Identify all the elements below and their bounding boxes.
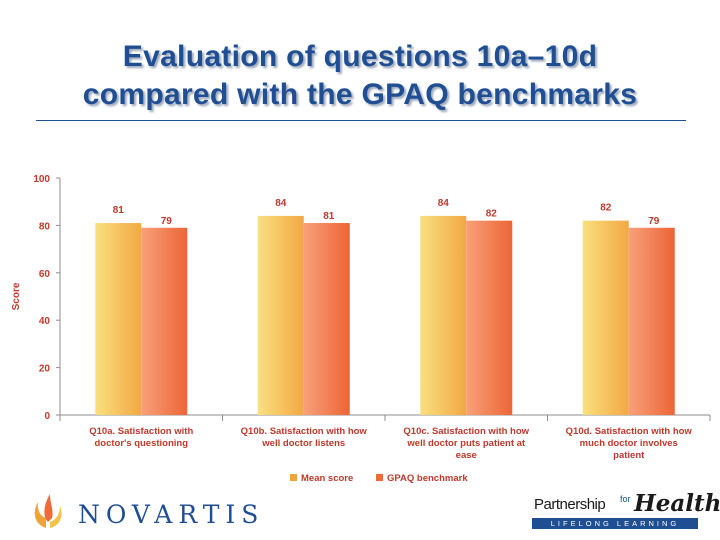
x-category-label: ease bbox=[456, 450, 477, 461]
bar-gpaq-benchmark bbox=[466, 220, 513, 415]
x-category-label: much doctor involves bbox=[580, 438, 678, 449]
data-label: 84 bbox=[438, 198, 450, 209]
data-label: 81 bbox=[113, 205, 125, 216]
legend-label: Mean score bbox=[301, 473, 353, 484]
y-tick-label: 40 bbox=[39, 316, 51, 327]
y-tick-label: 0 bbox=[44, 411, 50, 422]
x-category-label: well doctor listens bbox=[261, 438, 345, 449]
x-category-label: well doctor puts patient at bbox=[406, 438, 526, 449]
pfh-for-text: for bbox=[620, 494, 631, 504]
novartis-logo bbox=[28, 488, 268, 530]
x-category-label: Q10c. Satisfaction with how bbox=[403, 426, 529, 437]
data-label: 84 bbox=[275, 198, 287, 209]
bar-mean-score bbox=[582, 220, 629, 415]
pfh-partnership-text: Partnership bbox=[534, 496, 606, 513]
bar-mean-score bbox=[420, 215, 467, 415]
legend-swatch bbox=[290, 474, 297, 481]
title-line-1: Evaluation of questions 10a–10d bbox=[122, 40, 598, 73]
bar-gpaq-benchmark bbox=[303, 223, 350, 415]
x-category-label: Q10b. Satisfaction with how bbox=[241, 426, 368, 437]
title-line-2: compared with the GPAQ benchmarks bbox=[82, 78, 638, 111]
pfh-health-text: Health bbox=[634, 490, 720, 517]
novartis-flame-icon bbox=[34, 494, 62, 528]
partnership-for-health-logo: Partnership for Health LIFELONG LEARNING bbox=[532, 490, 720, 530]
x-category-label: patient bbox=[613, 450, 645, 461]
data-label: 82 bbox=[486, 209, 498, 220]
data-label: 79 bbox=[161, 216, 173, 227]
pfh-logo-top: Partnership for Health bbox=[532, 490, 720, 518]
data-label: 81 bbox=[323, 211, 335, 222]
x-category-label: doctor's questioning bbox=[94, 438, 188, 449]
y-tick-label: 100 bbox=[33, 174, 50, 185]
y-tick-label: 20 bbox=[39, 364, 51, 375]
novartis-wordmark: NOVARTIS bbox=[78, 500, 265, 529]
bar-mean-score bbox=[257, 215, 304, 415]
pfh-tagline: LIFELONG LEARNING bbox=[550, 519, 680, 528]
y-tick-label: 60 bbox=[39, 269, 51, 280]
bar-gpaq-benchmark bbox=[141, 227, 188, 415]
bar-mean-score bbox=[95, 223, 142, 415]
legend-swatch bbox=[376, 474, 383, 481]
title-divider bbox=[36, 120, 686, 121]
x-category-label: Q10a. Satisfaction with bbox=[89, 426, 193, 437]
data-label: 79 bbox=[648, 216, 660, 227]
y-axis-label: Score bbox=[11, 282, 22, 310]
pfh-tagline-bar bbox=[532, 518, 698, 529]
x-category-label: Q10d. Satisfaction with how bbox=[566, 426, 693, 437]
y-tick-label: 80 bbox=[39, 221, 51, 232]
legend-label: GPAQ benchmark bbox=[387, 473, 468, 484]
data-label: 82 bbox=[600, 203, 612, 214]
bar-gpaq-benchmark bbox=[628, 227, 675, 415]
page-title: Evaluation of questions 10a–10d compared… bbox=[0, 38, 720, 114]
